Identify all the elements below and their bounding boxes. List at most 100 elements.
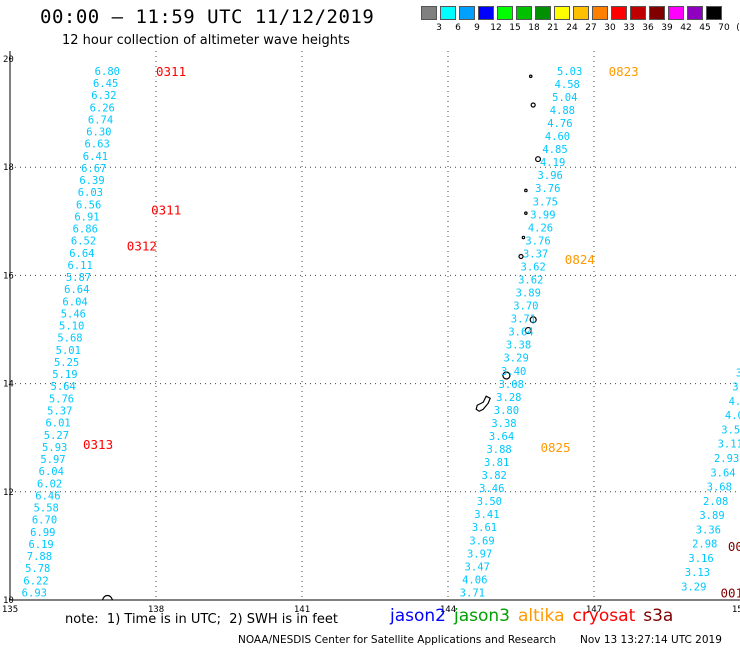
swh-value-label: 3.71 — [511, 314, 536, 326]
swh-value-label: 5.76 — [49, 393, 74, 405]
island-outline — [535, 156, 542, 163]
swh-value-label: 6.41 — [83, 151, 108, 163]
swh-value-label: 4.88 — [550, 105, 575, 117]
swh-value-label: 3.41 — [474, 509, 499, 521]
scale-color-box — [611, 6, 627, 20]
swh-value-label: 3.29 — [503, 353, 528, 365]
swh-value-label: 5.93 — [42, 442, 67, 454]
pass-number-label: 0825 — [540, 440, 570, 455]
swh-value-label: 6.56 — [76, 199, 101, 211]
swh-value-label: 5.10 — [59, 321, 84, 333]
scale-label: 39 — [661, 23, 673, 33]
swh-value-label: 3.88 — [486, 444, 511, 456]
island-outline — [502, 371, 511, 380]
swh-value-label: 3.76 — [535, 183, 560, 195]
swh-value-label: 3.91 — [732, 382, 740, 394]
swh-value-label: 3.08 — [499, 379, 524, 391]
island-outline — [529, 316, 537, 324]
scale-label: 18 — [528, 23, 540, 33]
swh-value-label: 3.13 — [685, 567, 710, 579]
swh-value-label: 5.37 — [47, 405, 72, 417]
island-outline — [524, 188, 528, 193]
island-outline — [524, 211, 528, 215]
scale-color-box — [459, 6, 475, 20]
scale-label: 36 — [642, 23, 654, 33]
swh-value-label: 3.18 — [736, 367, 740, 379]
scale-color-box — [668, 6, 684, 20]
scale-color-box — [497, 6, 513, 20]
swh-value-label: 6.70 — [32, 515, 57, 527]
swh-value-label: 6.63 — [84, 139, 109, 151]
scale-label: 15 — [509, 23, 521, 33]
scale-color-box — [440, 6, 456, 20]
swh-value-label: 6.45 — [93, 78, 118, 90]
swh-value-label: 4.33 — [729, 396, 740, 408]
swh-value-label: 4.26 — [528, 222, 553, 234]
swh-value-label: 5.25 — [54, 357, 79, 369]
swh-value-label: 3.50 — [477, 496, 502, 508]
swh-value-label: 6.04 — [39, 466, 64, 478]
guam-outline — [475, 395, 491, 412]
swh-value-label: 3.89 — [699, 510, 724, 522]
swh-value-label: 2.93 — [714, 453, 739, 465]
scale-color-box — [592, 6, 608, 20]
swh-value-label: 6.80 — [95, 66, 120, 78]
swh-value-label: 3.62 — [518, 275, 543, 287]
swh-value-label: 3.62 — [521, 261, 546, 273]
swh-value-label: 3.61 — [472, 522, 497, 534]
scale-label: 42 — [680, 23, 692, 33]
swh-value-label: 3.28 — [496, 392, 521, 404]
x-tick-label: 138 — [148, 605, 164, 615]
scale-label: 24 — [566, 23, 578, 33]
scale-label: 70 — [718, 23, 730, 33]
swh-value-label: 6.01 — [45, 418, 70, 430]
y-tick-label: 20 — [3, 55, 14, 65]
swh-value-label: 3.99 — [530, 209, 555, 221]
swh-value-label: 5.68 — [57, 333, 82, 345]
legend-jason2: jason2 — [390, 606, 446, 626]
swh-value-label: 4.85 — [542, 144, 567, 156]
swh-value-label: 6.46 — [35, 490, 60, 502]
island-outline — [518, 253, 524, 260]
scale-color-box — [630, 6, 646, 20]
x-tick-label: 141 — [294, 605, 310, 615]
swh-value-label: 3.47 — [465, 561, 490, 573]
swh-value-label: 3.80 — [494, 405, 519, 417]
swh-value-label: 3.76 — [525, 235, 550, 247]
y-tick-label: 14 — [3, 380, 14, 390]
swh-value-label: 4.58 — [555, 79, 580, 91]
pass-number-label: 0313 — [83, 437, 113, 452]
scale-label: 3 — [436, 23, 442, 33]
swh-value-label: 3.81 — [484, 457, 509, 469]
y-tick-label: 18 — [3, 163, 14, 173]
x-tick-label: 144 — [440, 605, 456, 615]
swh-value-label: 5.87 — [66, 272, 91, 284]
island-outline — [528, 74, 533, 79]
swh-value-label: 5.46 — [61, 308, 86, 320]
swh-value-label: 5.78 — [25, 563, 50, 575]
pass-number-label: 0824 — [565, 252, 595, 267]
swh-value-label: 4.60 — [545, 131, 570, 143]
scale-color-box — [535, 6, 551, 20]
x-tick-label: 150 — [732, 605, 740, 615]
scale-label: 9 — [474, 23, 480, 33]
swh-value-label: 4.19 — [540, 157, 565, 169]
swh-value-label: 6.19 — [28, 539, 53, 551]
swh-value-label: 3.68 — [707, 482, 732, 494]
scale-label: 30 — [604, 23, 616, 33]
swh-value-label: 3.36 — [696, 524, 721, 536]
swh-value-label: 6.64 — [69, 248, 94, 260]
swh-value-label: 5.64 — [51, 381, 76, 393]
scale-color-box — [421, 6, 437, 20]
swh-value-label: 7.88 — [27, 551, 52, 563]
page-subtitle: 12 hour collection of altimeter wave hei… — [62, 33, 350, 48]
scale-label: 27 — [585, 23, 597, 33]
swh-value-label: 3.89 — [516, 288, 541, 300]
swh-value-label: 3.38 — [491, 418, 516, 430]
pass-number-label: 00 — [728, 539, 740, 554]
swh-value-label: 3.37 — [523, 248, 548, 260]
page-title: 00:00 — 11:59 UTC 11/12/2019 — [40, 6, 375, 28]
y-tick-label: 10 — [3, 596, 14, 606]
swh-value-label: 5.19 — [52, 369, 77, 381]
swh-value-label: 3.71 — [460, 587, 485, 599]
